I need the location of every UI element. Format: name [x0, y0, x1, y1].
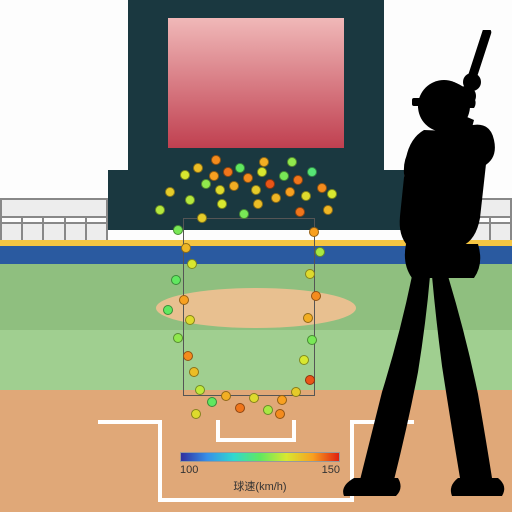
pitch-dot [223, 167, 233, 177]
plate-line [292, 420, 296, 442]
pitch-dot [180, 170, 190, 180]
pitch-location-chart: 100 150 球速(km/h) [0, 0, 512, 512]
pitch-dot [291, 387, 301, 397]
stands-tier [0, 198, 108, 218]
pitch-dot [305, 375, 315, 385]
pitch-dot [209, 171, 219, 181]
pitch-dot [173, 333, 183, 343]
pitch-dot [207, 397, 217, 407]
plate-line [216, 420, 220, 442]
legend-ticks: 100 150 [180, 464, 340, 476]
plate-line [158, 420, 162, 500]
legend-title: 球速(km/h) [180, 478, 340, 494]
pitch-dot [217, 199, 227, 209]
pitch-dot [239, 209, 249, 219]
pitch-dot [253, 199, 263, 209]
legend-tick-max: 150 [322, 464, 340, 476]
pitch-dot [183, 351, 193, 361]
pitch-dot [187, 259, 197, 269]
plate-line [158, 498, 354, 502]
pitch-dot [307, 335, 317, 345]
pitch-dot [249, 393, 259, 403]
pitch-dot [295, 207, 305, 217]
pitch-dot [235, 163, 245, 173]
legend-tick-min: 100 [180, 464, 198, 476]
pitch-dot [185, 195, 195, 205]
pitch-dot [263, 405, 273, 415]
pitch-dot [221, 391, 231, 401]
pitch-dot [195, 385, 205, 395]
pitch-dot [299, 355, 309, 365]
pitch-dot [287, 157, 297, 167]
pitch-dot [257, 167, 267, 177]
pitch-dot [235, 403, 245, 413]
pitch-dot [193, 163, 203, 173]
pitch-dot [191, 409, 201, 419]
pitch-dot [279, 171, 289, 181]
strike-zone-box [183, 218, 315, 396]
pitch-dot [251, 185, 261, 195]
pitch-dot [155, 205, 165, 215]
pitch-dot [163, 305, 173, 315]
pitch-dot [197, 213, 207, 223]
pitch-dot [271, 193, 281, 203]
pitch-dot [179, 295, 189, 305]
pitch-dot [305, 269, 315, 279]
plate-line [98, 420, 158, 424]
pitch-dot [285, 187, 295, 197]
pitch-dot [309, 227, 319, 237]
pitch-dot [171, 275, 181, 285]
pitch-dot [215, 185, 225, 195]
pitch-dot [311, 291, 321, 301]
pitch-dot [275, 409, 285, 419]
legend-color-bar [180, 452, 340, 462]
pitch-dot [307, 167, 317, 177]
pitch-dot [265, 179, 275, 189]
pitch-dot [293, 175, 303, 185]
pitch-dot [165, 187, 175, 197]
pitch-dot [189, 367, 199, 377]
velocity-legend: 100 150 球速(km/h) [180, 452, 340, 494]
plate-line [220, 438, 292, 442]
pitch-dot [243, 173, 253, 183]
pitch-dot [229, 181, 239, 191]
pitch-dot [211, 155, 221, 165]
scoreboard-screen [168, 18, 344, 148]
pitch-dot [317, 183, 327, 193]
pitch-dot [301, 191, 311, 201]
pitch-dot [277, 395, 287, 405]
pitch-dot [185, 315, 195, 325]
batter-silhouette [330, 30, 512, 512]
pitch-dot [259, 157, 269, 167]
pitch-dot [201, 179, 211, 189]
pitch-dot [303, 313, 313, 323]
pitch-dot [181, 243, 191, 253]
pitch-dot [315, 247, 325, 257]
pitch-dot [173, 225, 183, 235]
